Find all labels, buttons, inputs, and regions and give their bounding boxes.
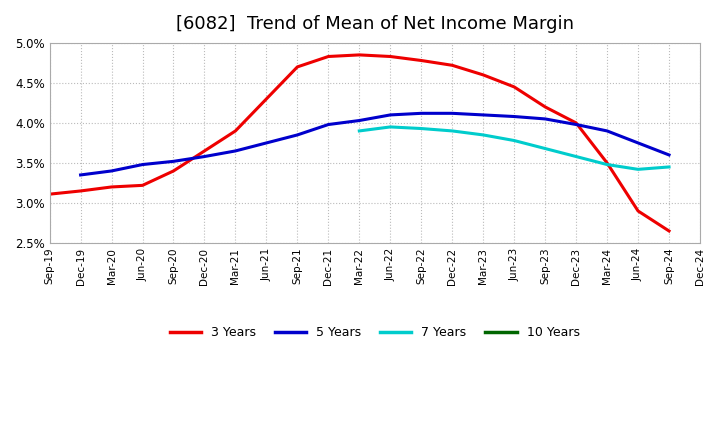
Legend: 3 Years, 5 Years, 7 Years, 10 Years: 3 Years, 5 Years, 7 Years, 10 Years [165,321,585,344]
Title: [6082]  Trend of Mean of Net Income Margin: [6082] Trend of Mean of Net Income Margi… [176,15,574,33]
